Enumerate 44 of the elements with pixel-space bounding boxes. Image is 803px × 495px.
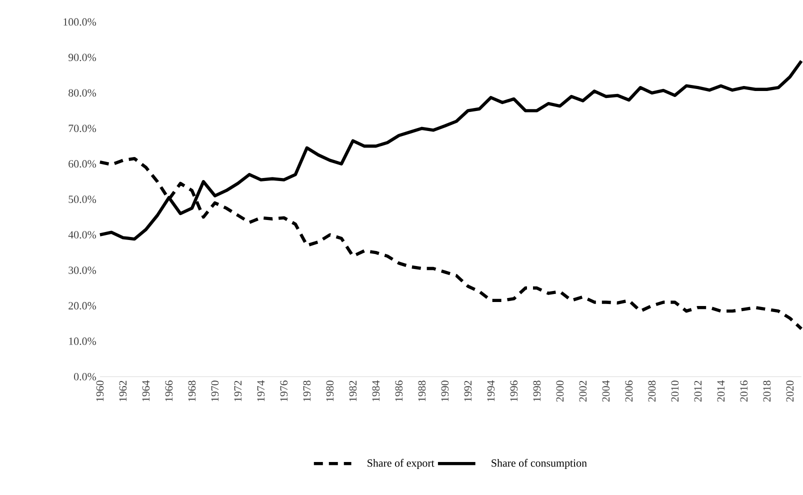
y-tick-label: 80.0% <box>68 89 96 97</box>
x-tick-label: 1972 <box>234 381 242 402</box>
x-tick-label: 1962 <box>119 381 127 402</box>
x-tick-label: 1982 <box>349 381 357 402</box>
x-tick-label: 1964 <box>142 380 150 402</box>
y-tick-label: 40.0% <box>68 231 96 239</box>
x-tick-label: 1996 <box>510 380 518 402</box>
x-tick-label: 1992 <box>464 381 472 402</box>
y-tick-label: 70.0% <box>68 124 96 132</box>
x-tick-label: 1976 <box>280 380 288 402</box>
x-tick-label: 1986 <box>395 380 403 402</box>
x-tick-label: 2002 <box>579 381 587 402</box>
x-tick-label: 1974 <box>257 380 265 402</box>
x-tick-label: 2020 <box>786 380 794 402</box>
legend-label: Share of consumption <box>492 459 587 470</box>
x-tick-label: 1978 <box>303 380 311 402</box>
x-tick-label: 1984 <box>372 380 380 402</box>
x-tick-label: 2012 <box>694 381 702 402</box>
x-tick-label: 2004 <box>602 380 610 402</box>
x-tick-label: 1960 <box>96 380 104 402</box>
legend-label: Share of export <box>368 459 434 470</box>
y-tick-label: 60.0% <box>68 160 96 168</box>
x-tick-label: 1998 <box>533 380 541 402</box>
y-tick-label: 20.0% <box>68 302 96 310</box>
x-tick-label: 1990 <box>441 380 449 402</box>
x-tick-label: 2016 <box>740 380 748 402</box>
x-tick-label: 1980 <box>326 380 334 402</box>
x-tick-label: 1968 <box>188 380 196 402</box>
y-tick-label: 30.0% <box>68 266 96 274</box>
x-tick-label: 2010 <box>671 380 679 402</box>
y-tick-label: 90.0% <box>68 54 96 62</box>
y-tick-label: 10.0% <box>69 338 96 346</box>
y-tick-label: 100.0% <box>64 18 96 26</box>
y-tick-label: 0.0% <box>74 373 96 381</box>
x-tick-label: 2008 <box>648 380 656 402</box>
x-tick-label: 1994 <box>487 380 495 402</box>
x-tick-label: 2006 <box>625 380 633 402</box>
y-tick-label: 50.0% <box>68 196 96 204</box>
x-tick-label: 2018 <box>763 380 771 402</box>
x-tick-label: 2014 <box>717 380 725 402</box>
x-tick-label: 1988 <box>418 380 426 402</box>
x-tick-label: 1970 <box>211 380 219 402</box>
x-tick-label: 2000 <box>556 380 564 402</box>
x-tick-label: 1966 <box>165 380 173 402</box>
